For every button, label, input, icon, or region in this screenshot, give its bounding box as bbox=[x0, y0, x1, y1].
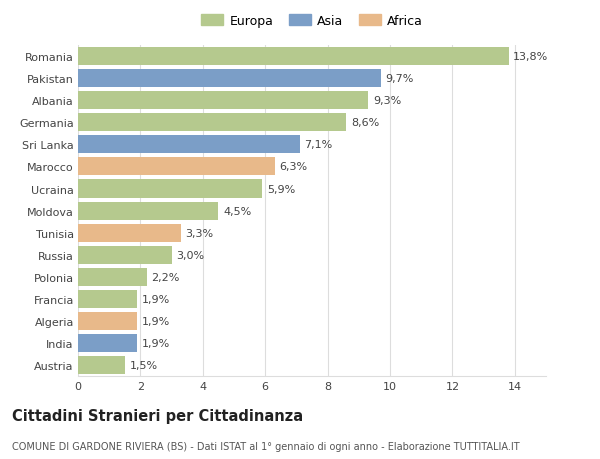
Text: 1,9%: 1,9% bbox=[142, 294, 170, 304]
Bar bbox=[78, 268, 146, 286]
Bar bbox=[78, 158, 275, 176]
Bar bbox=[78, 48, 509, 66]
Text: 13,8%: 13,8% bbox=[513, 52, 548, 62]
Bar bbox=[78, 334, 137, 353]
Bar bbox=[78, 224, 181, 242]
Bar bbox=[78, 180, 262, 198]
Text: 1,9%: 1,9% bbox=[142, 316, 170, 326]
Text: 3,3%: 3,3% bbox=[185, 228, 214, 238]
Bar bbox=[78, 202, 218, 220]
Bar bbox=[78, 70, 380, 88]
Bar bbox=[78, 136, 299, 154]
Text: Cittadini Stranieri per Cittadinanza: Cittadini Stranieri per Cittadinanza bbox=[12, 409, 303, 424]
Text: 6,3%: 6,3% bbox=[279, 162, 307, 172]
Text: 1,5%: 1,5% bbox=[130, 360, 158, 370]
Bar bbox=[78, 114, 346, 132]
Bar bbox=[78, 290, 137, 308]
Text: 1,9%: 1,9% bbox=[142, 338, 170, 348]
Text: 9,7%: 9,7% bbox=[385, 74, 413, 84]
Text: 5,9%: 5,9% bbox=[267, 184, 295, 194]
Bar bbox=[78, 246, 172, 264]
Text: 3,0%: 3,0% bbox=[176, 250, 205, 260]
Bar bbox=[78, 356, 125, 375]
Bar bbox=[78, 92, 368, 110]
Text: 8,6%: 8,6% bbox=[351, 118, 379, 128]
Text: 7,1%: 7,1% bbox=[304, 140, 332, 150]
Text: 2,2%: 2,2% bbox=[151, 272, 179, 282]
Legend: Europa, Asia, Africa: Europa, Asia, Africa bbox=[196, 10, 428, 33]
Bar bbox=[78, 312, 137, 330]
Text: 9,3%: 9,3% bbox=[373, 96, 401, 106]
Text: COMUNE DI GARDONE RIVIERA (BS) - Dati ISTAT al 1° gennaio di ogni anno - Elabora: COMUNE DI GARDONE RIVIERA (BS) - Dati IS… bbox=[12, 441, 520, 451]
Text: 4,5%: 4,5% bbox=[223, 206, 251, 216]
